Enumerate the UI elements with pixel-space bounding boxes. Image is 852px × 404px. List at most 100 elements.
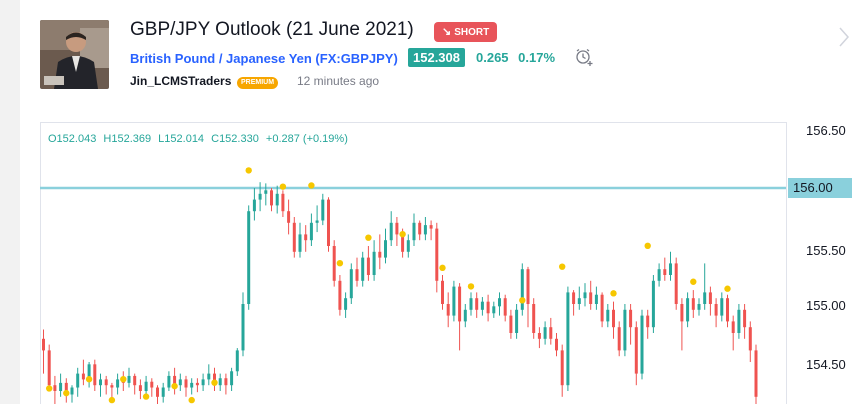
candle-body [321, 199, 325, 221]
candle-body [173, 375, 177, 386]
signal-marker [188, 396, 195, 404]
signal-marker [142, 393, 150, 400]
candle-body [184, 379, 188, 388]
candle-body [235, 350, 239, 372]
axis-tick: 154.50 [806, 357, 846, 372]
chart-area[interactable] [40, 122, 852, 404]
candle-body [281, 193, 285, 212]
publish-time: 12 minutes ago [297, 74, 380, 88]
symbol-link[interactable]: British Pound / Japanese Yen (FX:GBPJPY) [130, 51, 398, 66]
candle-body [669, 263, 672, 275]
signal-marker [120, 376, 127, 383]
candle-body [463, 309, 467, 322]
candle-body [218, 378, 222, 386]
candlestick-plot[interactable] [40, 122, 786, 404]
candle-body [657, 269, 661, 281]
candle-body [697, 304, 701, 310]
ohlc-change: +0.287 (+0.19%) [265, 133, 348, 145]
candle-body [138, 385, 142, 391]
candle-body [606, 309, 610, 322]
candle-body [406, 240, 410, 252]
candle-body [144, 381, 148, 391]
price-change: 0.265 0.17% [476, 50, 555, 65]
candle-body [640, 315, 644, 374]
candle-body [87, 364, 91, 380]
ohlc-low: L152.014 [158, 133, 205, 145]
signal-marker [211, 379, 218, 386]
candle-body [560, 350, 564, 386]
signal-marker [690, 278, 697, 285]
candle-body [509, 315, 513, 333]
candle-body [714, 304, 718, 316]
candle-body [703, 292, 707, 304]
direction-label: SHORT [454, 27, 490, 38]
candle-body [298, 234, 302, 252]
candle-body [224, 378, 228, 386]
candle-body [292, 222, 296, 252]
level-price-tag: 156.00 [788, 178, 852, 198]
candle-body [389, 222, 393, 241]
candle-body [526, 269, 530, 304]
candle-body [99, 379, 102, 386]
candle-body [663, 269, 667, 275]
candle-body [287, 211, 291, 223]
candle-body [520, 269, 524, 310]
candle-body [435, 228, 439, 281]
candle-body [116, 379, 120, 388]
signal-marker [279, 183, 287, 190]
signal-marker [85, 376, 93, 383]
author-avatar[interactable] [40, 20, 109, 89]
signal-marker [644, 242, 651, 249]
signal-marker [610, 290, 617, 297]
candle-body [737, 309, 741, 333]
candle-body [361, 257, 365, 281]
candle-body [458, 286, 462, 322]
chevron-right-icon[interactable] [838, 26, 850, 53]
premium-badge: PREMIUM [237, 77, 279, 89]
candle-body [127, 375, 131, 383]
candle-body [344, 298, 348, 310]
candle-body [264, 190, 268, 194]
candle-body [64, 382, 68, 395]
candle-body [81, 373, 85, 380]
ohlc-close: C152.330 [211, 133, 259, 145]
candle-body [315, 220, 319, 223]
candle-body [629, 309, 633, 328]
candle-body [651, 280, 655, 328]
candle-body [366, 257, 370, 275]
ohlc-high: H152.369 [103, 133, 152, 145]
candle-body [230, 371, 234, 386]
candle-body [423, 225, 427, 235]
signal-marker [108, 396, 116, 404]
candle-body [59, 382, 63, 391]
price-axis[interactable] [786, 122, 852, 404]
change-percent: 0.17% [518, 50, 556, 65]
idea-card [20, 0, 852, 404]
candle-body [566, 292, 570, 386]
add-alert-icon[interactable] [574, 47, 594, 72]
candle-body [748, 327, 752, 351]
candle-body [167, 375, 171, 388]
candle-body [680, 304, 684, 322]
candle-body [252, 199, 256, 212]
candle-body [446, 304, 450, 316]
candle-body [577, 298, 581, 304]
signal-marker [336, 260, 344, 267]
candle-body [384, 240, 387, 258]
candle-body [743, 309, 747, 328]
candle-body [258, 193, 262, 200]
candle-body [708, 292, 712, 304]
candle-body [70, 387, 74, 395]
candle-body [161, 387, 165, 397]
candle-body [452, 286, 456, 316]
signal-marker [724, 285, 731, 292]
candle-body [104, 379, 108, 386]
candle-body [349, 269, 353, 299]
idea-title[interactable]: GBP/JPY Outlook (21 June 2021) [130, 19, 414, 40]
candle-body [503, 298, 507, 316]
signal-marker [467, 283, 475, 290]
candle-body [492, 306, 496, 314]
candle-body [93, 364, 97, 386]
author-name[interactable]: Jin_LCMSTraders [130, 74, 232, 88]
candle-body [178, 379, 182, 386]
